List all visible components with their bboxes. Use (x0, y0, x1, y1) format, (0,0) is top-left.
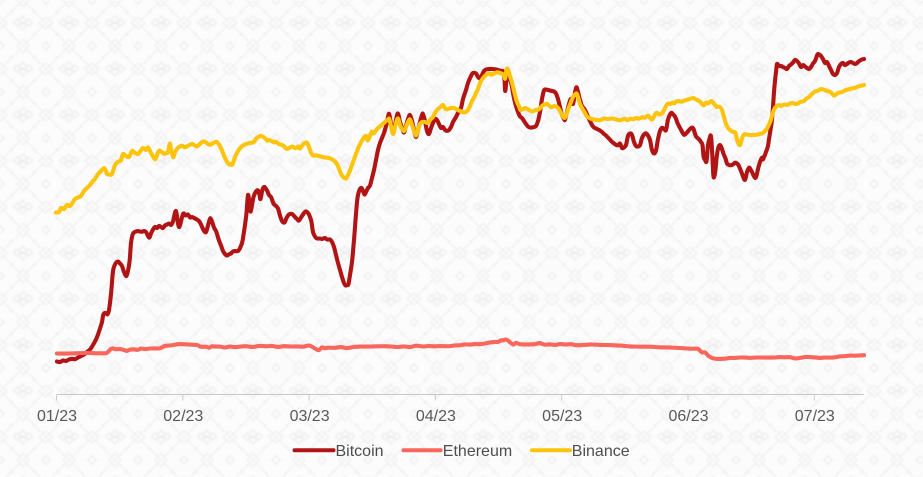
svg-text:Bitcoin: Bitcoin (336, 443, 384, 460)
svg-text:02/23: 02/23 (163, 408, 203, 425)
svg-text:06/23: 06/23 (668, 408, 708, 425)
svg-text:Binance: Binance (572, 443, 630, 460)
svg-text:05/23: 05/23 (542, 408, 582, 425)
svg-text:04/23: 04/23 (416, 408, 456, 425)
svg-text:01/23: 01/23 (37, 408, 77, 425)
svg-text:03/23: 03/23 (290, 408, 330, 425)
svg-text:07/23: 07/23 (795, 408, 835, 425)
svg-text:Ethereum: Ethereum (443, 443, 512, 460)
